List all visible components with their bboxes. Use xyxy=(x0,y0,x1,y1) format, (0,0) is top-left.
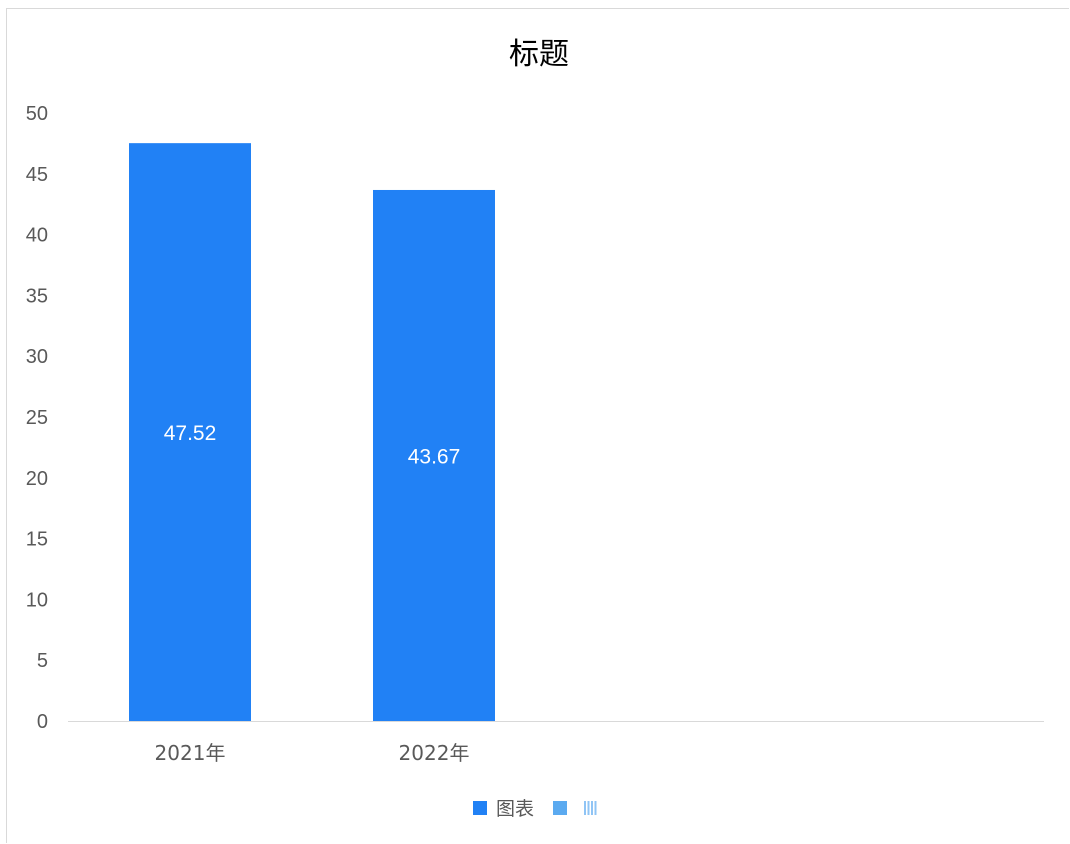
y-tick-label: 40 xyxy=(26,225,48,247)
legend-swatch-stripe xyxy=(587,801,590,815)
legend-swatch-stripe xyxy=(591,801,593,815)
y-tick-label: 35 xyxy=(26,285,48,307)
bar-labels: 47.52 43.67 xyxy=(164,422,461,468)
y-tick-label: 25 xyxy=(26,407,48,429)
legend-swatch-stripe xyxy=(584,801,586,815)
y-tick-label: 0 xyxy=(37,711,48,733)
legend-swatch xyxy=(473,801,487,815)
legend-label: 图表 xyxy=(496,798,534,820)
y-axis: 0 5 10 15 20 25 30 35 40 45 50 xyxy=(26,103,48,733)
legend: 图表 xyxy=(473,798,597,820)
chart-title: 标题 xyxy=(509,37,569,72)
y-tick-label: 20 xyxy=(26,468,48,490)
y-tick-label: 10 xyxy=(26,589,48,611)
y-tick-label: 15 xyxy=(26,529,48,551)
bar-value-label: 47.52 xyxy=(164,422,217,445)
legend-swatch-stripe xyxy=(594,801,597,815)
y-tick-label: 45 xyxy=(26,164,48,186)
x-axis: 2021年 2022年 xyxy=(68,721,1044,765)
y-tick-label: 50 xyxy=(26,103,48,125)
y-tick-label: 30 xyxy=(26,346,48,368)
x-category-label: 2022年 xyxy=(399,741,470,765)
x-category-label: 2021年 xyxy=(155,741,226,765)
bars xyxy=(129,143,495,722)
bar-value-label: 43.67 xyxy=(408,445,461,468)
bar xyxy=(373,189,495,722)
legend-swatch xyxy=(553,801,567,815)
legend-swatch xyxy=(584,801,597,815)
y-tick-label: 5 xyxy=(37,650,48,672)
bar xyxy=(129,143,251,721)
